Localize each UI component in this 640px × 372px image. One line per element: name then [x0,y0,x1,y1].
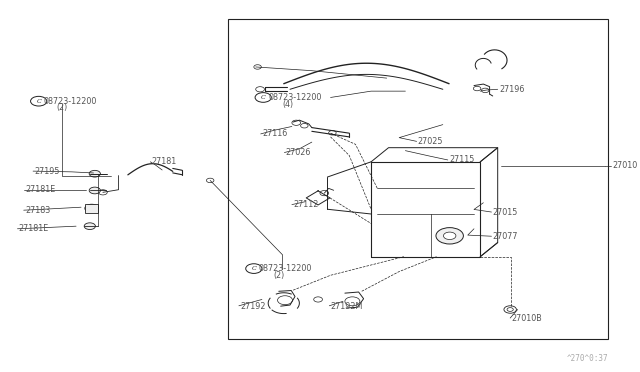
Text: 27077: 27077 [493,232,518,241]
Circle shape [329,131,336,135]
Circle shape [301,124,308,128]
Bar [228,19,608,339]
Circle shape [436,228,463,244]
Text: 27183: 27183 [25,206,50,215]
Circle shape [255,93,271,102]
Text: 27015: 27015 [493,208,518,217]
Text: 27116: 27116 [262,129,287,138]
Text: 27181E: 27181E [19,224,49,233]
Circle shape [31,96,47,106]
Circle shape [481,88,489,93]
Text: 27115: 27115 [449,155,474,164]
Circle shape [89,187,100,194]
Circle shape [345,297,360,306]
Circle shape [278,296,292,305]
Circle shape [504,306,516,313]
Text: 27181: 27181 [152,157,177,166]
Polygon shape [85,204,98,213]
Text: (2): (2) [56,103,67,112]
Text: C: C [252,266,256,271]
Circle shape [444,232,456,240]
Text: (4): (4) [282,100,294,109]
Circle shape [256,87,264,92]
Circle shape [507,308,513,311]
Text: 27195: 27195 [35,167,60,176]
Circle shape [84,223,95,230]
Text: 08723-12200: 08723-12200 [268,93,321,102]
Text: 08723-12200: 08723-12200 [259,264,312,273]
Text: 27112: 27112 [293,200,319,209]
Circle shape [207,178,214,183]
Text: 27192: 27192 [240,302,266,311]
Text: 08723-12200: 08723-12200 [44,97,97,106]
Circle shape [292,120,301,125]
Text: C: C [36,99,41,104]
Circle shape [474,86,481,91]
Text: ^270^0:37: ^270^0:37 [566,354,608,363]
Circle shape [85,204,99,212]
Text: C: C [261,95,266,100]
Text: 27010B: 27010B [511,314,542,323]
Circle shape [99,190,108,195]
Circle shape [89,170,100,177]
Circle shape [246,264,262,273]
Text: 27025: 27025 [418,137,444,146]
Text: 27181E: 27181E [25,185,55,194]
Text: 27196: 27196 [499,85,524,94]
Circle shape [314,297,323,302]
Text: 27010: 27010 [612,161,637,170]
Text: (2): (2) [273,271,284,280]
Circle shape [254,65,261,69]
Text: 27192M: 27192M [330,302,363,311]
Text: 27026: 27026 [285,148,311,157]
Circle shape [320,190,329,196]
